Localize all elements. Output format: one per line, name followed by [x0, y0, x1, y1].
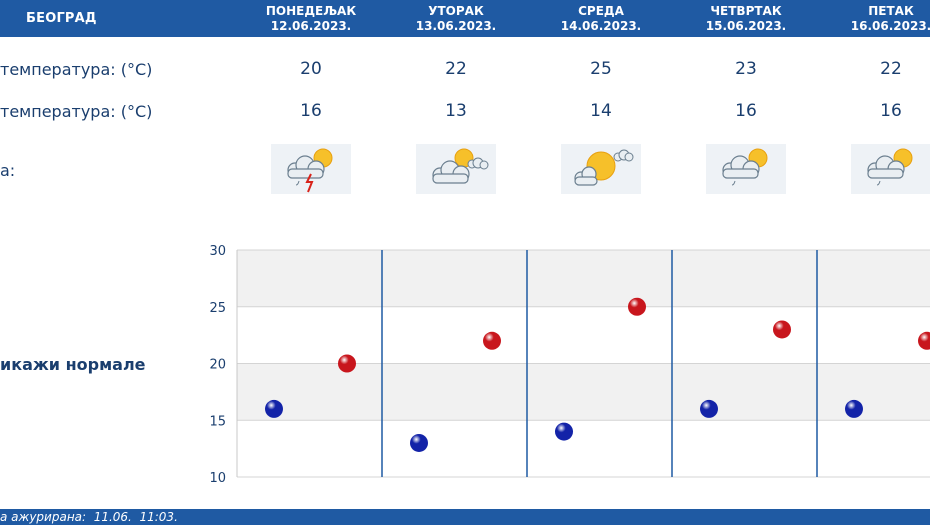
min-temp-label: температура: (°C) [0, 102, 153, 121]
min-temp-point [410, 433, 428, 452]
day-name: ПОНЕДЕЉАК [265, 4, 357, 18]
city-name: БЕОГРАД [26, 11, 97, 26]
sun-cloud-light-rain-icon [851, 144, 930, 194]
max-temp-value: 22 [880, 59, 902, 79]
day-name: ЧЕТВРТАК [710, 4, 782, 18]
max-temp-point [773, 320, 791, 339]
day-header-4: ЧЕТВРТАК 15.06.2023. [686, 4, 806, 34]
chart-band [237, 306, 930, 364]
day-date: 14.06.2023. [560, 19, 642, 33]
sun-cloud-rain-lightning-icon [271, 144, 351, 194]
day-date: 16.06.2023. [850, 19, 930, 33]
updated-footer: а ажурирана: 11.06. 11:03. [0, 509, 930, 525]
min-temp-value: 13 [445, 101, 467, 121]
min-temp-value: 14 [590, 101, 612, 121]
day-header-2: УТОРАК 13.06.2023. [396, 4, 516, 34]
weather-label: а: [0, 161, 16, 180]
sun-cloud-icon [416, 144, 496, 194]
max-temp-point [483, 331, 501, 350]
chart-band [237, 420, 930, 477]
day-name: СРЕДА [578, 4, 624, 18]
chart-band [237, 363, 930, 421]
sun-cloud-light-rain-icon [706, 144, 786, 194]
chart-band [237, 250, 930, 307]
day-header-1: ПОНЕДЕЉАК 12.06.2023. [251, 4, 371, 34]
min-temp-value: 16 [300, 101, 322, 121]
min-temp-point [265, 399, 283, 418]
temperature-chart: 10 15 20 25 30 [209, 244, 930, 486]
day-date: 13.06.2023. [415, 19, 497, 33]
max-temp-point [338, 354, 356, 373]
y-tick-label: 10 [209, 471, 226, 486]
day-date: 15.06.2023. [705, 19, 787, 33]
max-temp-label: температура: (°C) [0, 60, 153, 79]
max-temp-value: 25 [590, 59, 612, 79]
min-temp-point [555, 422, 573, 441]
min-temp-point [700, 399, 718, 418]
max-temp-value: 23 [735, 59, 757, 79]
day-header-5: ПЕТАК 16.06.2023. [831, 4, 930, 34]
day-date: 12.06.2023. [270, 19, 352, 33]
forecast-header: БЕОГРАД ПОНЕДЕЉАК 12.06.2023. УТОРАК 13.… [0, 0, 930, 37]
max-temp-point [918, 331, 930, 350]
show-normals-link[interactable]: икажи нормале [0, 355, 146, 374]
y-tick-label: 15 [209, 414, 226, 429]
sun-small-cloud-icon [561, 144, 641, 194]
min-temp-value: 16 [880, 101, 902, 121]
min-temp-value: 16 [735, 101, 757, 121]
day-name: УТОРАК [428, 4, 484, 18]
y-tick-label: 30 [209, 244, 226, 259]
day-header-3: СРЕДА 14.06.2023. [541, 4, 661, 34]
updated-text: а ажурирана: 11.06. 11:03. [0, 510, 178, 524]
day-name: ПЕТАК [868, 4, 914, 18]
max-temp-point [628, 297, 646, 316]
max-temp-value: 20 [300, 59, 322, 79]
max-temp-value: 22 [445, 59, 467, 79]
y-tick-label: 20 [209, 358, 226, 373]
min-temp-point [845, 399, 863, 418]
y-tick-label: 25 [209, 301, 226, 316]
